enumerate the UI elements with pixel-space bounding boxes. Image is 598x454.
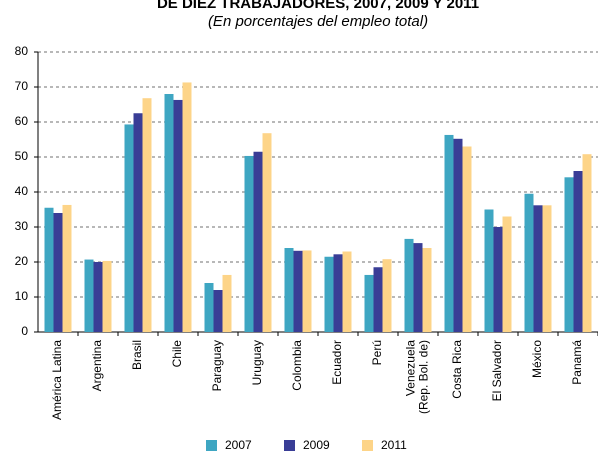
bar <box>462 146 472 332</box>
bar <box>53 213 63 332</box>
legend-swatch <box>206 440 217 451</box>
bar <box>84 259 94 332</box>
bar <box>573 171 583 332</box>
bar <box>524 193 534 332</box>
y-tick-label: 10 <box>15 289 29 303</box>
bar <box>222 274 232 332</box>
x-tick-label: Ecuador <box>330 340 344 385</box>
bar <box>102 260 112 332</box>
bar <box>213 290 223 332</box>
bar <box>302 250 312 332</box>
bar <box>564 177 574 332</box>
y-tick-label: 70 <box>15 79 29 93</box>
x-tick-label: Paraguay <box>210 340 224 391</box>
bar <box>502 216 512 332</box>
x-tick-label: Costa Rica <box>450 340 464 399</box>
x-tick-label: Colombia <box>290 340 304 391</box>
x-tick-label: Chile <box>170 340 184 368</box>
chart-title: DE DIEZ TRABAJADORES, 2007, 2009 Y 2011 <box>157 0 479 12</box>
bar <box>93 262 103 332</box>
x-tick-label: Panamá <box>570 340 584 385</box>
bar <box>453 138 463 332</box>
x-tick-label: Venezuela(Rep. Bol. de) <box>404 340 431 414</box>
bar <box>62 204 72 332</box>
bar <box>333 254 343 332</box>
bar <box>484 209 494 332</box>
chart-subtitle: (En porcentajes del empleo total) <box>208 13 428 30</box>
bar <box>262 133 272 332</box>
bar <box>293 250 303 332</box>
bar <box>373 267 383 332</box>
bar <box>542 205 552 332</box>
x-tick-label: Argentina <box>90 340 104 392</box>
y-tick-label: 80 <box>15 44 29 58</box>
bar <box>533 205 543 332</box>
bar <box>342 251 352 332</box>
x-tick-label: México <box>530 340 544 378</box>
bar <box>324 256 334 332</box>
bar <box>284 248 294 332</box>
bar <box>244 155 254 332</box>
bar <box>142 98 152 332</box>
legend-label: 2007 <box>225 438 252 452</box>
bar <box>382 259 392 332</box>
bar <box>133 113 143 332</box>
x-tick-label: Brasil <box>130 340 144 370</box>
bar <box>253 151 263 332</box>
bar <box>124 124 134 332</box>
bar <box>582 154 592 332</box>
bar <box>413 243 423 332</box>
bar <box>164 94 174 332</box>
x-tick-label: Uruguay <box>250 340 264 385</box>
bar <box>404 238 414 332</box>
x-tick-label: El Salvador <box>490 340 504 401</box>
y-tick-label: 0 <box>21 324 28 338</box>
legend-swatch <box>362 440 373 451</box>
legend-swatch <box>284 440 295 451</box>
bar <box>422 248 432 332</box>
bar <box>173 99 183 332</box>
y-tick-label: 60 <box>15 114 29 128</box>
y-tick-label: 30 <box>15 219 29 233</box>
bar <box>204 283 214 332</box>
y-tick-label: 40 <box>15 184 29 198</box>
bar <box>44 207 54 332</box>
y-tick-label: 20 <box>15 254 29 268</box>
bar <box>182 82 192 332</box>
legend-label: 2011 <box>381 438 407 452</box>
x-tick-label: Perú <box>370 340 384 365</box>
legend-label: 2009 <box>303 438 330 452</box>
y-tick-label: 50 <box>15 149 29 163</box>
bar <box>364 274 374 332</box>
x-tick-label: América Latina <box>50 340 64 420</box>
bar <box>444 134 454 332</box>
bar <box>493 227 503 332</box>
